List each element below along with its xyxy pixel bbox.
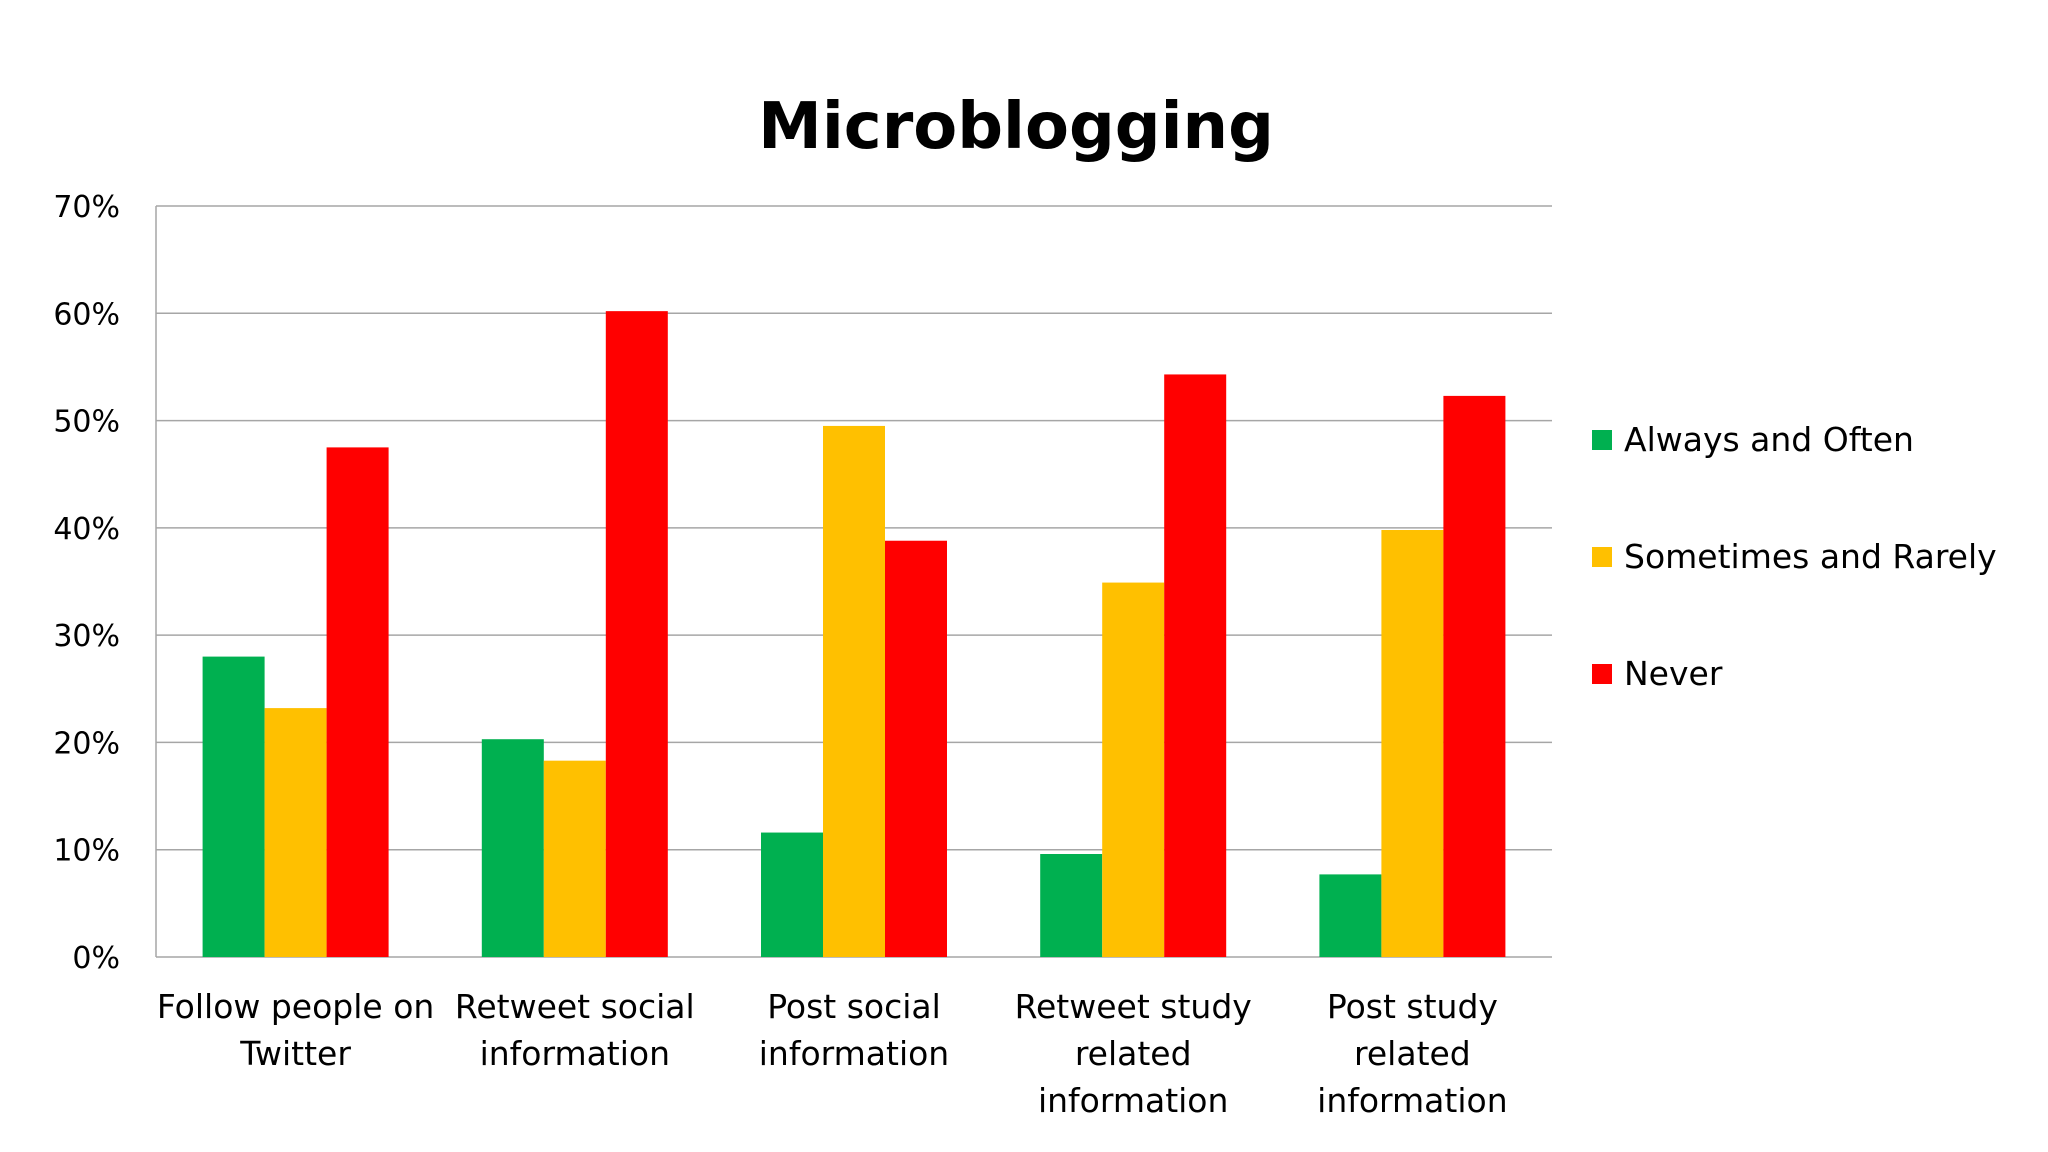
bars [202, 311, 1506, 958]
x-category-label: Follow people on Twitter [157, 987, 434, 1073]
legend-swatch [1592, 664, 1612, 684]
x-category-label: Post study related information [1317, 987, 1507, 1120]
bar-sometimes-and-rarely [1381, 530, 1444, 957]
x-category-label: Retweet study related information [1015, 987, 1252, 1120]
legend-label: Always and Often [1624, 420, 1914, 459]
bar-never [1443, 395, 1506, 957]
bar-always-and-often [1040, 854, 1103, 957]
bar-always-and-often [761, 832, 823, 957]
chart-title: Microblogging [758, 90, 1274, 164]
bar-always-and-often [1319, 874, 1382, 957]
y-tick-label: 0% [72, 941, 120, 976]
bar-never [326, 447, 389, 957]
y-tick-label: 50% [53, 405, 120, 440]
bar-sometimes-and-rarely [823, 425, 885, 958]
bar-always-and-often [481, 739, 544, 957]
x-category-label: Post social information [759, 987, 949, 1073]
y-tick-label: 20% [53, 726, 120, 761]
bar-sometimes-and-rarely [264, 708, 327, 957]
y-tick-label: 40% [53, 512, 120, 547]
y-tick-label: 10% [53, 834, 120, 869]
legend-label: Never [1624, 654, 1723, 693]
legend-label: Sometimes and Rarely [1624, 537, 1997, 576]
legend: Always and Often Sometimes and Rarely Neve… [1592, 420, 1997, 693]
bar-always-and-often [202, 656, 265, 957]
bar-never [885, 540, 947, 957]
y-tick-label: 60% [53, 297, 120, 332]
bar-sometimes-and-rarely [1102, 582, 1165, 957]
x-category-label: Retweet social information [455, 987, 695, 1073]
legend-swatch [1592, 547, 1612, 567]
y-tick-label: 70% [53, 190, 120, 225]
bar-never [605, 311, 668, 957]
y-tick-label: 30% [53, 619, 120, 654]
bar-never [1164, 374, 1227, 957]
bar-sometimes-and-rarely [543, 760, 606, 957]
y-axis-tick-labels: 0% 10% 20% 30% 40% 50% 60% 70% [53, 190, 120, 976]
legend-swatch [1592, 430, 1612, 450]
